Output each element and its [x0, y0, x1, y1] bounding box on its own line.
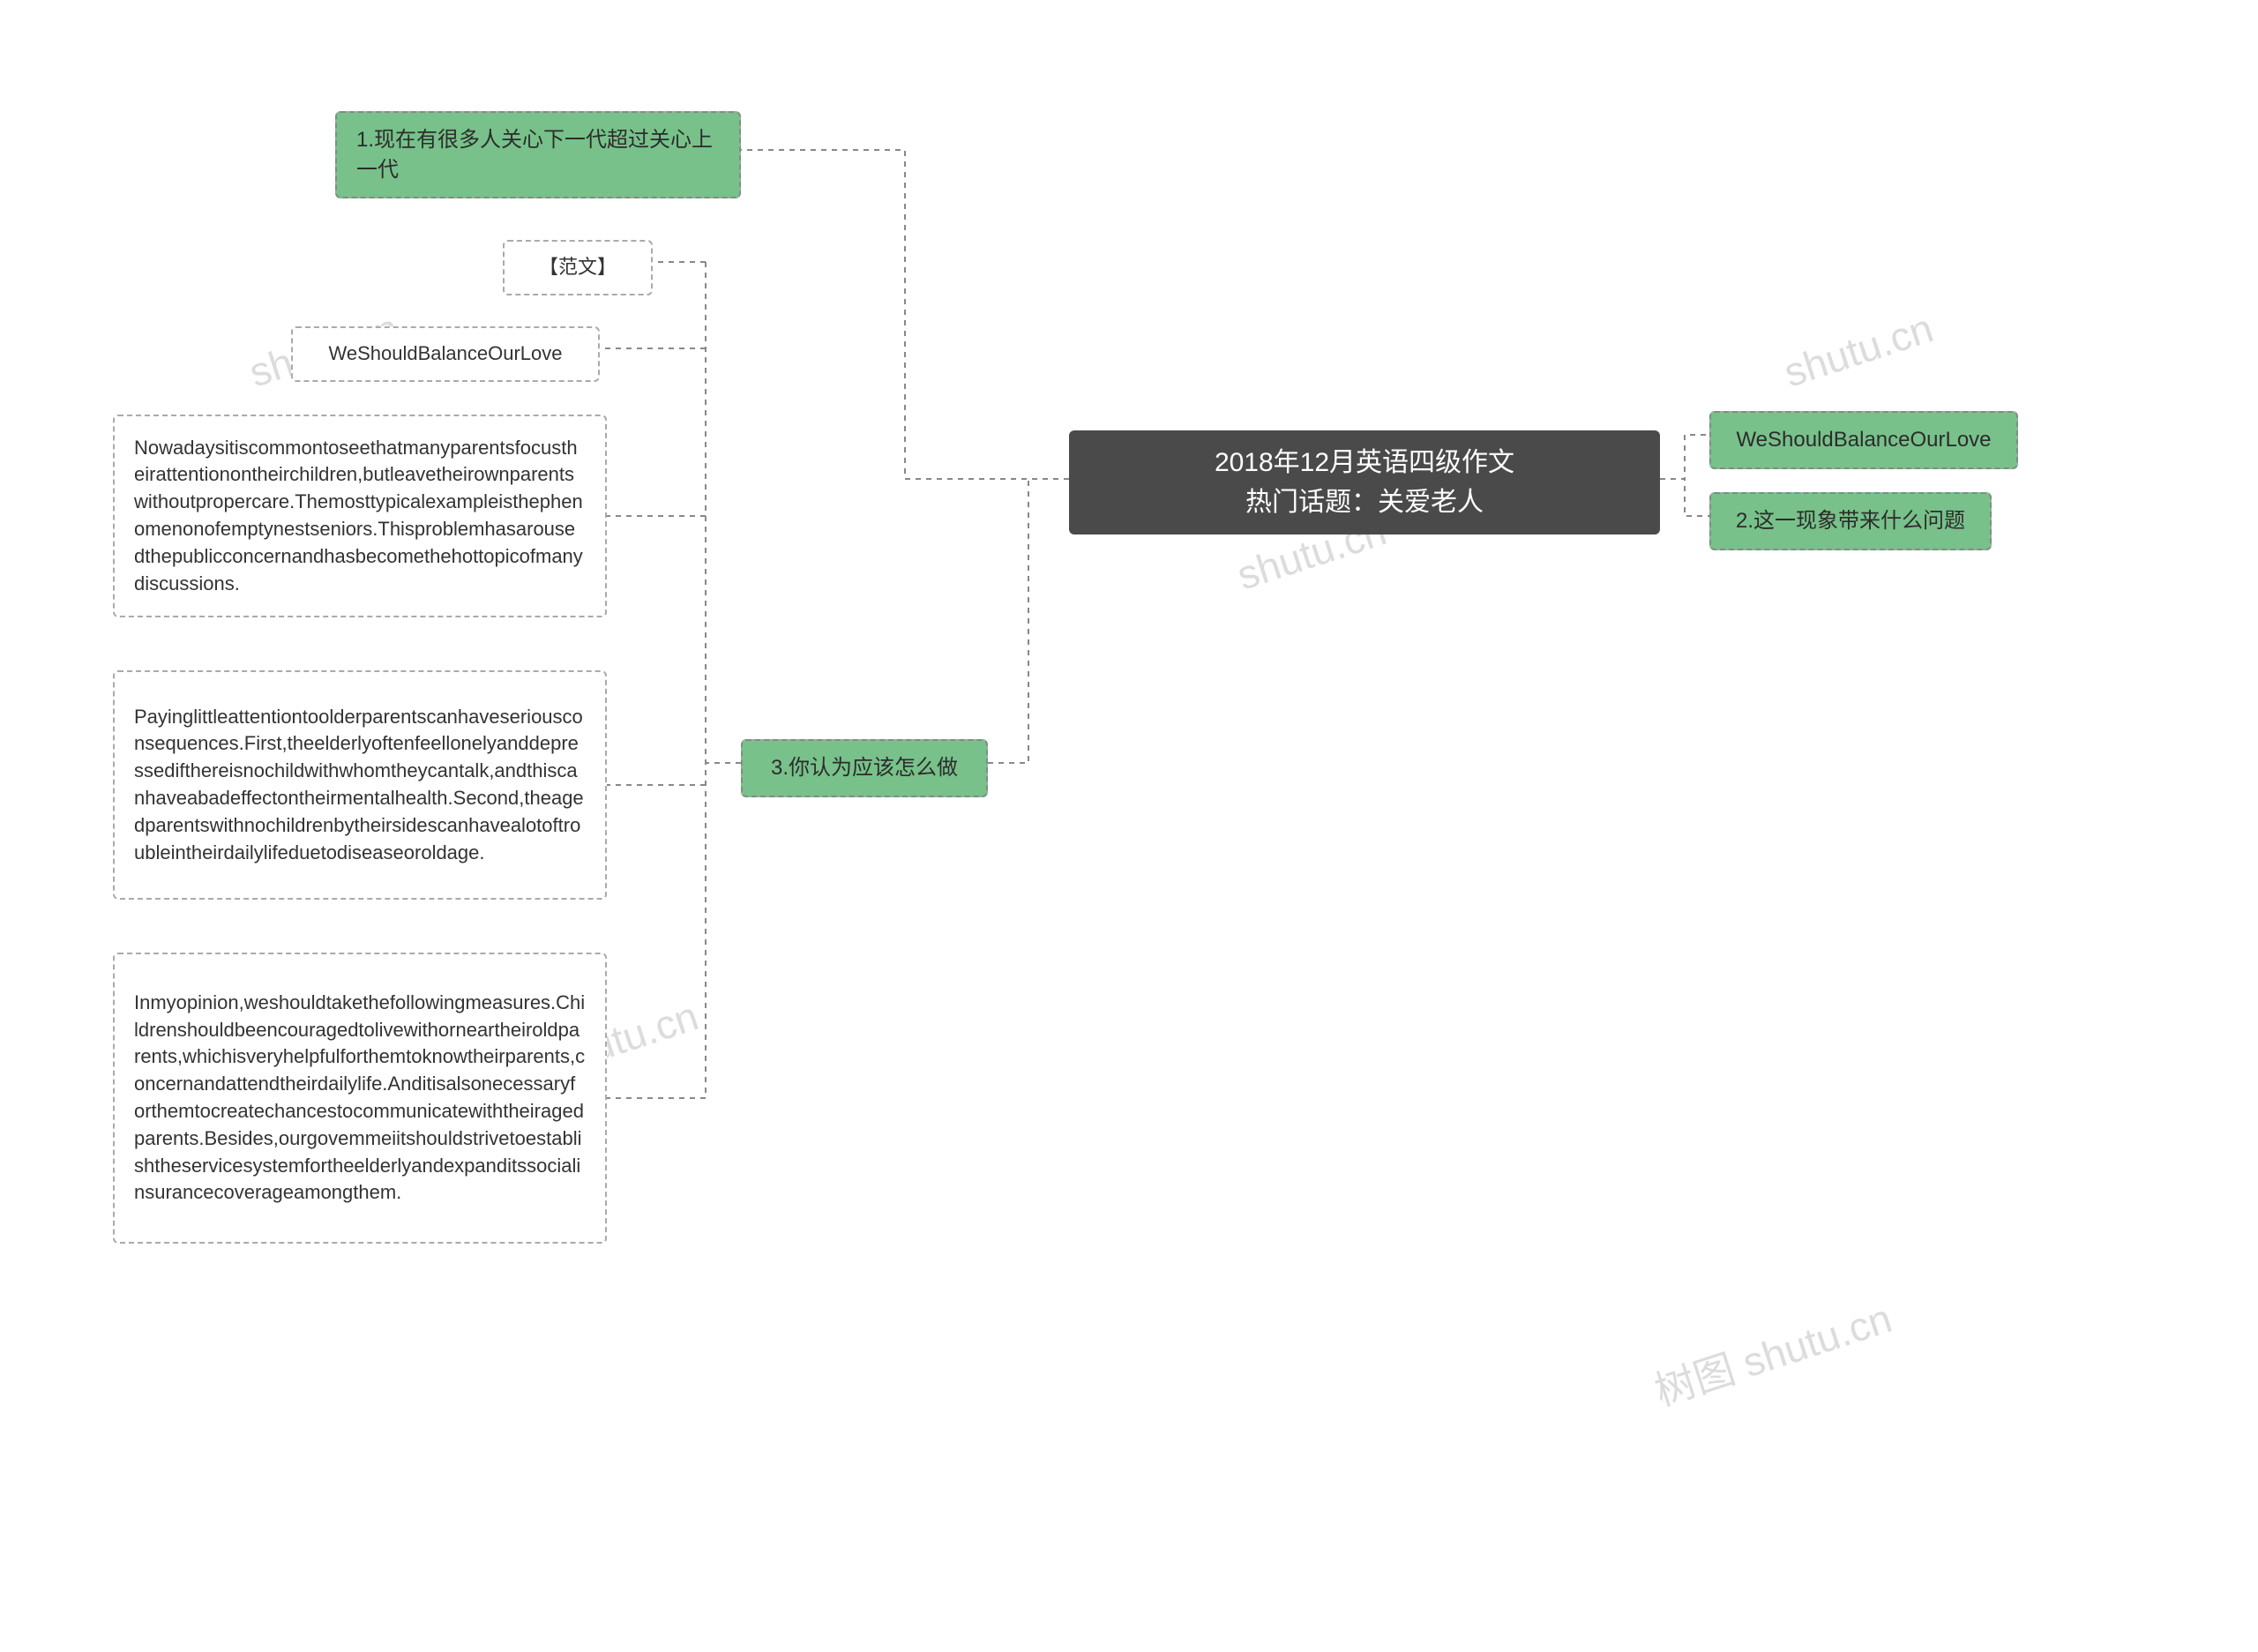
detail-box-1: 【范文】 — [503, 240, 653, 295]
detail-box-3: Nowadaysitiscommontoseethatmanyparentsfo… — [113, 415, 607, 617]
branch-right-2: 2.这一现象带来什么问题 — [1709, 492, 1992, 550]
watermark: shutu.cn — [1778, 303, 1939, 396]
branch-right-1: WeShouldBalanceOurLove — [1709, 411, 2018, 469]
detail-box-5: Inmyopinion,weshouldtakethefollowingmeas… — [113, 953, 607, 1244]
root-title-line2: 热门话题：关爱老人 — [1215, 482, 1514, 522]
branch-left-2: 3.你认为应该怎么做 — [741, 739, 988, 797]
detail-box-2: WeShouldBalanceOurLove — [291, 326, 600, 382]
watermark: 树图 shutu.cn — [1647, 1287, 1898, 1418]
detail-box-4: Payinglittleattentiontoolderparentscanha… — [113, 670, 607, 900]
root-title-line1: 2018年12月英语四级作文 — [1215, 443, 1514, 482]
branch-left-1: 1.现在有很多人关心下一代超过关心上一代 — [335, 111, 741, 198]
root-node: 2018年12月英语四级作文 热门话题：关爱老人 — [1069, 430, 1660, 534]
